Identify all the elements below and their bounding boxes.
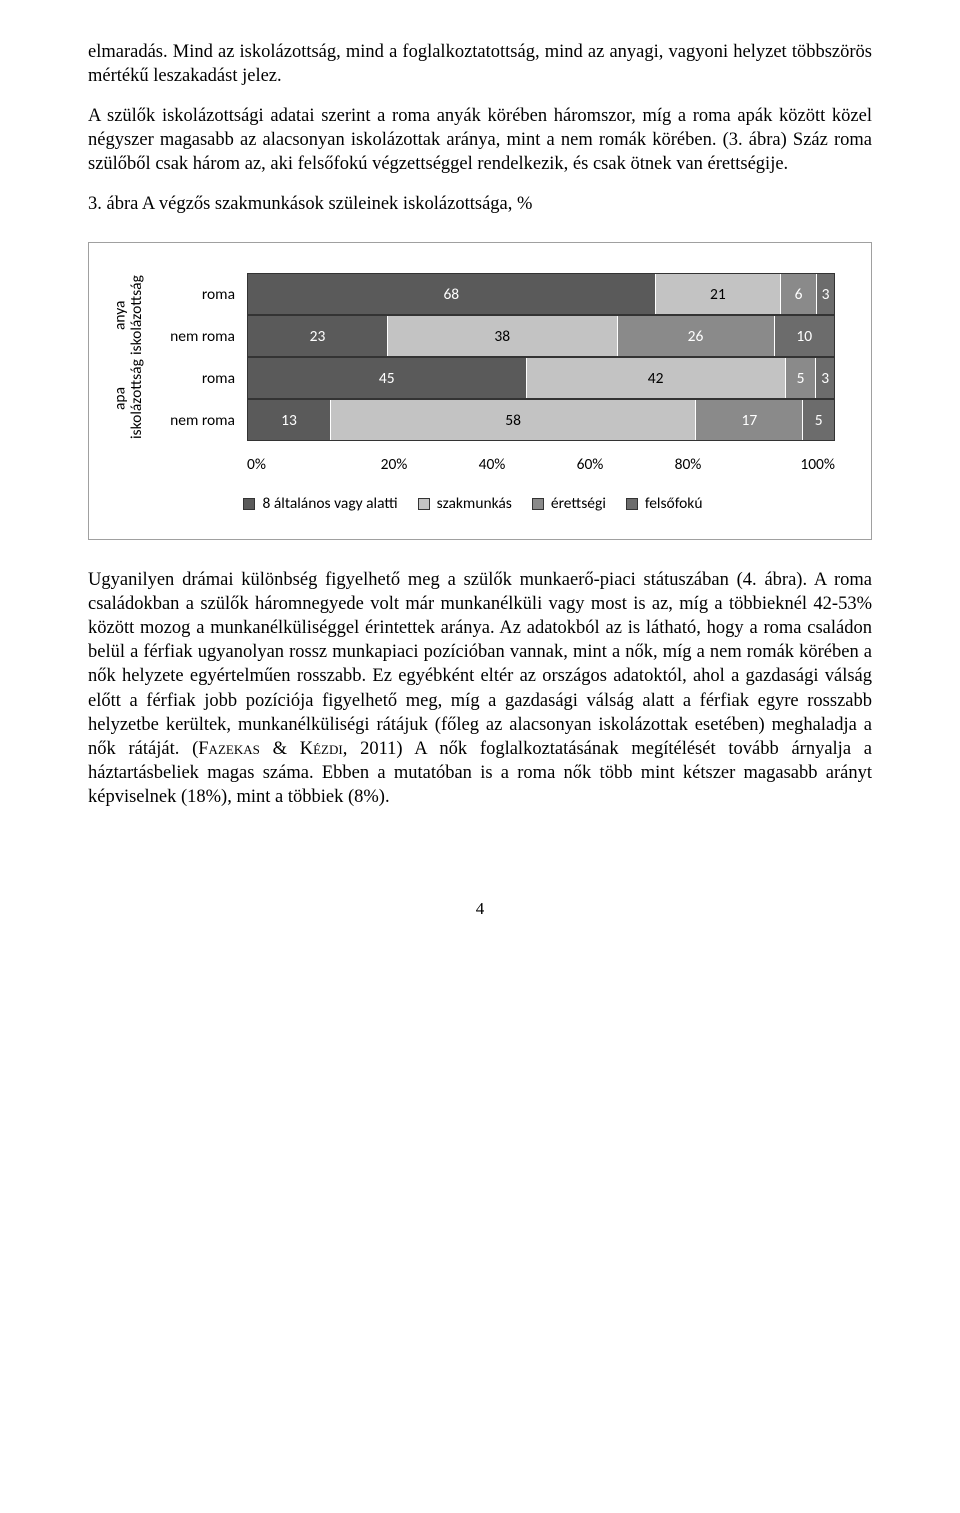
bar-row-2: 454253 [247,357,835,399]
legend-label-1: szakmunkás [437,494,512,513]
bar-segment: 13 [248,400,330,440]
row-labels-column: roma nem roma roma nem roma [147,273,247,441]
bar-3: 1358175 [247,399,835,441]
paragraph-2: A szülők iskolázottsági adatai szerint a… [88,104,872,176]
paragraph-3-part-a: Ugyanilyen drámai különbség figyelhető m… [88,570,872,758]
group-label-apa-line2: iskolázottság [127,359,146,439]
citation-fazekas: Fazekas [198,739,260,759]
xtick-2: 40% [443,455,541,474]
bar-segment: 58 [330,400,695,440]
xtick-3: 60% [541,455,639,474]
group-label-apa: apa iskolázottság [111,357,147,441]
legend-item-2: érettségi [532,494,606,513]
citation-kezdi: Kézdi [300,739,343,759]
legend-label-2: érettségi [551,494,606,513]
paragraph-1: elmaradás. Mind az iskolázottság, mind a… [88,40,872,88]
row-label-2: roma [147,357,247,399]
legend-item-0: 8 általános vagy alatti [243,494,397,513]
bar-segment: 17 [695,400,802,440]
chart-body: anya iskolázottság apa iskolázottság rom… [111,273,835,441]
bar-segment: 5 [802,400,834,440]
bar-segment: 10 [774,316,834,356]
page-number: 4 [88,899,872,919]
legend-swatch-3 [626,498,638,510]
bar-segment: 21 [655,274,781,314]
xtick-4: 80% [639,455,737,474]
legend-item-1: szakmunkás [418,494,512,513]
paragraph-3: Ugyanilyen drámai különbség figyelhető m… [88,568,872,808]
xtick-1: 20% [345,455,443,474]
legend-swatch-1 [418,498,430,510]
group-labels-column: anya iskolázottság apa iskolázottság [111,273,147,441]
plot-area: 682163 23382610 454253 1358175 [247,273,835,441]
xtick-0: 0% [247,455,345,474]
bar-segment: 23 [248,316,387,356]
legend-item-3: felsőfokú [626,494,703,513]
bar-2: 454253 [247,357,835,399]
bar-segment: 3 [816,274,834,314]
bar-1: 23382610 [247,315,835,357]
bar-0: 682163 [247,273,835,315]
x-axis: 0% 20% 40% 60% 80% 100% [247,455,835,474]
chart-container: anya iskolázottság apa iskolázottság rom… [88,242,872,540]
xtick-5: 100% [737,455,835,474]
bar-segment: 6 [780,274,816,314]
bar-segment: 45 [248,358,526,398]
legend-swatch-0 [243,498,255,510]
bar-segment: 5 [785,358,816,398]
bar-segment: 26 [617,316,774,356]
paragraph-3-amp: & [260,739,300,759]
chart-legend: 8 általános vagy alatti szakmunkás érett… [111,494,835,513]
group-label-anya-line2: iskolázottság [127,275,146,355]
bar-segment: 3 [815,358,834,398]
bar-row-0: 682163 [247,273,835,315]
row-label-3: nem roma [147,399,247,441]
bar-row-1: 23382610 [247,315,835,357]
row-label-1: nem roma [147,315,247,357]
legend-swatch-2 [532,498,544,510]
legend-label-3: felsőfokú [645,494,703,513]
group-label-anya: anya iskolázottság [111,273,147,357]
bar-segment: 38 [387,316,617,356]
bar-row-3: 1358175 [247,399,835,441]
chart-title: 3. ábra A végzős szakmunkások szüleinek … [88,192,872,216]
row-label-0: roma [147,273,247,315]
legend-label-0: 8 általános vagy alatti [262,494,397,513]
bar-segment: 42 [526,358,785,398]
bar-segment: 68 [248,274,655,314]
